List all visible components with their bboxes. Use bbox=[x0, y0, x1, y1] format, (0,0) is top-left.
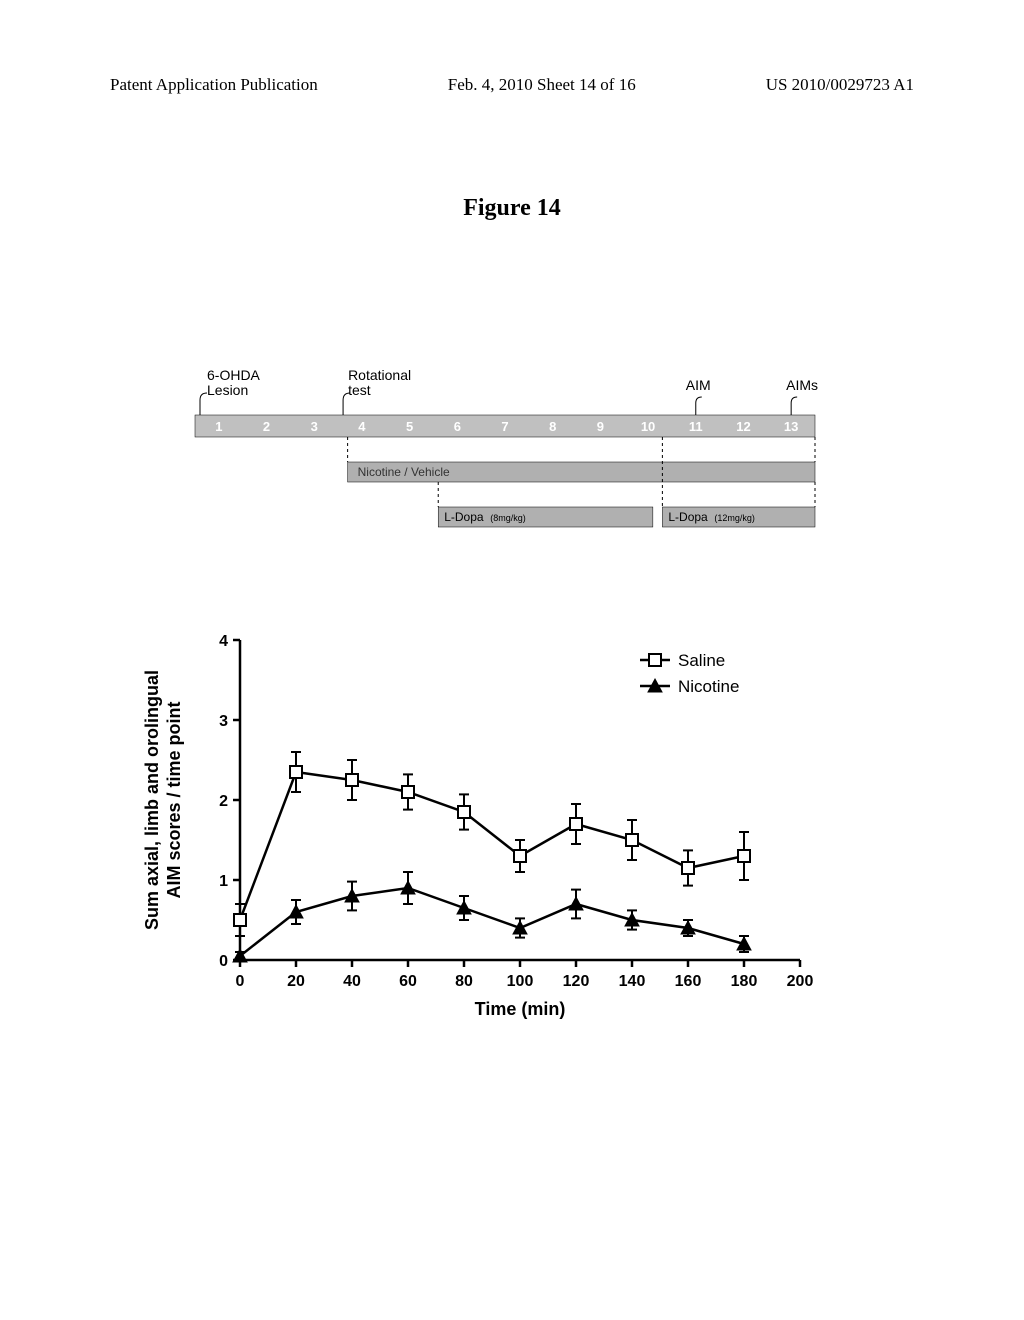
svg-text:3: 3 bbox=[311, 419, 318, 434]
svg-text:test: test bbox=[348, 382, 371, 398]
svg-text:1: 1 bbox=[219, 873, 228, 890]
svg-text:12: 12 bbox=[736, 419, 750, 434]
svg-text:Lesion: Lesion bbox=[207, 382, 248, 398]
svg-text:100: 100 bbox=[507, 973, 534, 990]
svg-text:2: 2 bbox=[219, 793, 228, 810]
svg-text:6: 6 bbox=[454, 419, 461, 434]
chart-svg: 01234020406080100120140160180200Time (mi… bbox=[130, 620, 840, 1040]
svg-text:Rotational: Rotational bbox=[348, 367, 411, 383]
svg-text:4: 4 bbox=[358, 419, 366, 434]
svg-text:0: 0 bbox=[236, 973, 245, 990]
figure-title: Figure 14 bbox=[0, 195, 1024, 222]
svg-text:L-Dopa: L-Dopa bbox=[668, 510, 708, 524]
svg-text:L-Dopa: L-Dopa bbox=[444, 510, 484, 524]
timeline-svg: 123456789101112136-OHDALesionRotationalt… bbox=[165, 360, 825, 550]
svg-text:40: 40 bbox=[343, 973, 361, 990]
svg-text:AIMs: AIMs bbox=[786, 377, 818, 393]
svg-text:140: 140 bbox=[619, 973, 646, 990]
svg-text:160: 160 bbox=[675, 973, 702, 990]
header-center: Feb. 4, 2010 Sheet 14 of 16 bbox=[448, 75, 636, 95]
header-left: Patent Application Publication bbox=[110, 75, 318, 95]
timeline-diagram: 123456789101112136-OHDALesionRotationalt… bbox=[165, 360, 825, 550]
svg-text:13: 13 bbox=[784, 419, 798, 434]
page-header: Patent Application Publication Feb. 4, 2… bbox=[110, 75, 914, 95]
svg-text:3: 3 bbox=[219, 713, 228, 730]
svg-text:9: 9 bbox=[597, 419, 604, 434]
svg-text:Nicotine: Nicotine bbox=[678, 677, 739, 696]
svg-text:80: 80 bbox=[455, 973, 473, 990]
svg-text:(8mg/kg): (8mg/kg) bbox=[490, 513, 526, 523]
svg-text:8: 8 bbox=[549, 419, 556, 434]
svg-text:Sum axial, limb and orolingual: Sum axial, limb and orolingual bbox=[142, 670, 162, 930]
svg-text:0: 0 bbox=[219, 953, 228, 970]
svg-text:2: 2 bbox=[263, 419, 270, 434]
svg-text:120: 120 bbox=[563, 973, 590, 990]
svg-text:6-OHDA: 6-OHDA bbox=[207, 367, 261, 383]
svg-text:60: 60 bbox=[399, 973, 417, 990]
svg-text:AIM scores / time point: AIM scores / time point bbox=[164, 701, 184, 898]
svg-text:200: 200 bbox=[787, 973, 814, 990]
svg-text:20: 20 bbox=[287, 973, 305, 990]
svg-text:10: 10 bbox=[641, 419, 655, 434]
svg-text:7: 7 bbox=[501, 419, 508, 434]
svg-text:5: 5 bbox=[406, 419, 413, 434]
svg-text:Saline: Saline bbox=[678, 651, 725, 670]
svg-text:1: 1 bbox=[215, 419, 222, 434]
svg-text:4: 4 bbox=[219, 633, 228, 650]
svg-text:11: 11 bbox=[689, 419, 703, 434]
svg-text:180: 180 bbox=[731, 973, 758, 990]
svg-text:(12mg/kg): (12mg/kg) bbox=[714, 513, 755, 523]
svg-text:Nicotine / Vehicle: Nicotine / Vehicle bbox=[358, 465, 450, 479]
chart: 01234020406080100120140160180200Time (mi… bbox=[130, 620, 840, 1040]
header-right: US 2010/0029723 A1 bbox=[766, 75, 914, 95]
svg-text:Time (min): Time (min) bbox=[475, 999, 566, 1019]
svg-text:AIM: AIM bbox=[686, 377, 711, 393]
